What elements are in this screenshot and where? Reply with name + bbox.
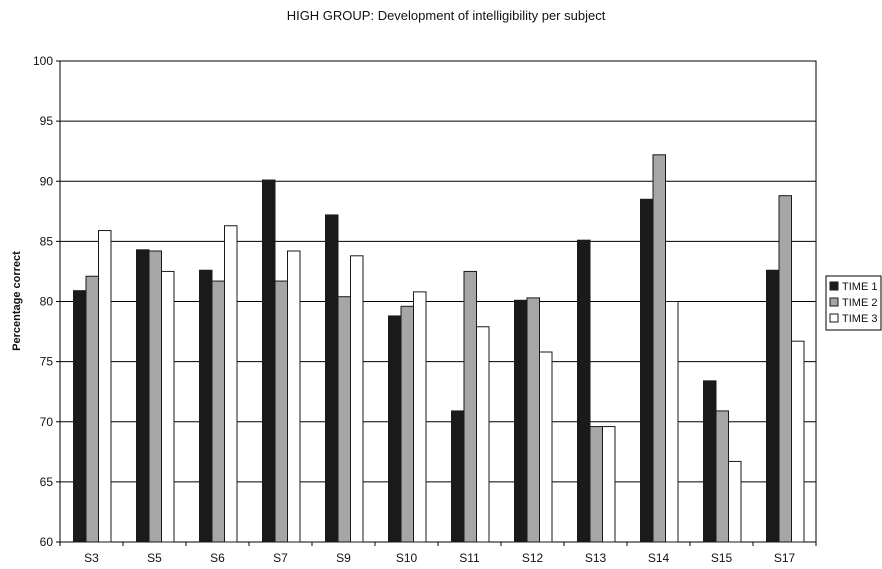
bar-time-2-s13: [589, 426, 603, 543]
bar-time-3-s9: [350, 255, 364, 543]
y-tick-label: 80: [40, 295, 54, 309]
bar-time-3-s12: [539, 351, 553, 543]
legend: TIME 1 TIME 2 TIME 3: [825, 275, 882, 331]
bar-time-2-s12: [526, 297, 540, 543]
bar-time-1-s5: [136, 249, 150, 543]
x-tick-label: S6: [210, 551, 225, 565]
legend-swatch: [829, 281, 839, 291]
bar-time-1-s11: [451, 410, 465, 543]
x-tick-label: S13: [585, 551, 607, 565]
y-tick-label: 60: [40, 535, 54, 549]
legend-swatch: [829, 297, 839, 307]
y-tick-label: 85: [40, 234, 54, 248]
bar-time-2-s14: [652, 154, 666, 543]
bar-time-1-s3: [73, 290, 87, 543]
bar-time-3-s3: [98, 230, 112, 543]
bar-time-2-s10: [400, 305, 414, 543]
bar-time-2-s15: [715, 410, 729, 543]
bar-time-2-s17: [778, 195, 792, 543]
bar-time-2-s9: [337, 296, 351, 543]
legend-label: TIME 2: [842, 297, 877, 309]
bar-time-2-s6: [211, 280, 225, 543]
y-tick-label: 95: [40, 114, 54, 128]
bar-time-2-s7: [274, 280, 288, 543]
bar-time-1-s9: [325, 214, 339, 543]
bar-time-2-s5: [148, 250, 162, 543]
bar-time-1-s13: [577, 239, 591, 543]
bar-time-3-s6: [224, 225, 238, 543]
y-axis-label: Percentage correct: [11, 251, 23, 351]
y-tick-label: 65: [40, 475, 54, 489]
bar-time-1-s14: [640, 198, 654, 543]
bar-time-1-s7: [262, 179, 276, 543]
x-tick-label: S15: [711, 551, 733, 565]
y-tick-label: 75: [40, 355, 54, 369]
x-tick-label: S14: [648, 551, 670, 565]
x-tick-label: S9: [336, 551, 351, 565]
bar-time-2-s11: [463, 270, 477, 543]
x-tick-label: S3: [84, 551, 99, 565]
bar-time-1-s10: [388, 315, 402, 543]
bar-time-1-s12: [514, 299, 528, 543]
bar-time-3-s7: [287, 250, 301, 543]
y-tick-label: 90: [40, 174, 54, 188]
bar-time-1-s17: [766, 269, 780, 543]
x-tick-label: S12: [522, 551, 544, 565]
bar-time-3-s13: [602, 426, 616, 543]
bar-time-1-s15: [703, 380, 717, 543]
bar-time-3-s17: [791, 340, 805, 543]
x-tick-label: S17: [774, 551, 796, 565]
bar-time-3-s10: [413, 291, 427, 543]
legend-label: TIME 3: [842, 313, 877, 325]
x-tick-label: S10: [396, 551, 418, 565]
plot-area: 60 65 70 75 80 85 90 95 100 S3 S5 S6 S7 S9 S10 S11 S12 S1…: [33, 54, 817, 565]
legend-swatch: [829, 313, 839, 323]
bar-time-3-s15: [728, 460, 742, 543]
x-tick-label: S5: [147, 551, 162, 565]
bar-time-1-s6: [199, 269, 213, 543]
x-tick-label: S7: [273, 551, 288, 565]
bar-time-3-s11: [476, 326, 490, 543]
y-tick-label: 70: [40, 415, 54, 429]
bar-time-2-s3: [85, 275, 99, 543]
bar-time-3-s5: [161, 270, 175, 543]
legend-label: TIME 1: [842, 281, 877, 293]
chart-title: HIGH GROUP: Development of intelligibili…: [287, 8, 606, 23]
bar-time-3-s14: [665, 301, 679, 543]
y-tick-label: 100: [33, 54, 53, 68]
x-tick-label: S11: [459, 551, 480, 565]
